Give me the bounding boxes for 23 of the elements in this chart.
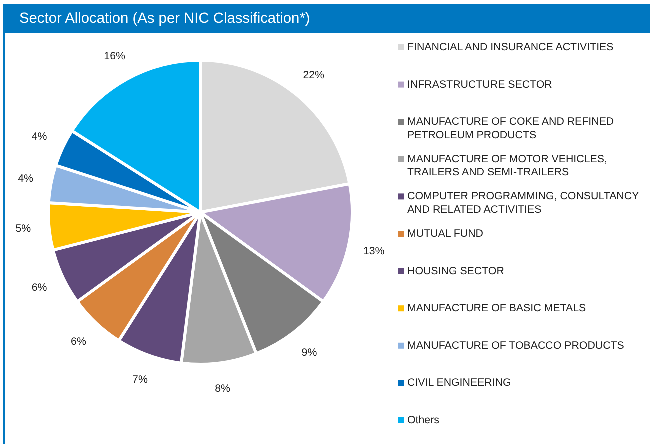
data-label: 4% [18, 173, 34, 186]
data-label: 16% [104, 50, 126, 63]
legend-label: Others [408, 414, 440, 426]
legend-label: MUTUAL FUND [408, 228, 484, 240]
legend-label: MANUFACTURE OF BASIC METALS [408, 302, 586, 315]
data-label: 6% [71, 336, 87, 348]
legend-label: FINANCIAL AND INSURANCE ACTIVITIES [408, 42, 614, 54]
legend-label: MANUFACTURE OF TOBACCO PRODUCTS [408, 340, 624, 352]
data-label: 4% [32, 130, 48, 143]
legend-label: MANUFACTURE OF MOTOR VEHICLES, TRAILERS AND SEMI-TRAILERS [408, 153, 608, 179]
legend-label: HOUSING SECTOR [408, 265, 505, 278]
data-label: 6% [32, 282, 48, 294]
data-label: 22% [303, 69, 326, 82]
legend-label: MANUFACTURE OF COKE AND REFINED PETROLEUM PRODUCTS [408, 116, 614, 142]
data-label: 13% [363, 245, 386, 258]
chart-title: Sector Allocation (As per NIC Classification*) [20, 11, 310, 27]
data-label: 8% [215, 382, 232, 395]
data-label: 7% [132, 374, 148, 386]
legend-label: INFRASTRUCTURE SECTOR [408, 78, 553, 91]
legend-label: COMPUTER PROGRAMMING, CONSULTANCY AND RELATED ACTIVITIES [408, 190, 640, 216]
legend-label: CIVIL ENGINEERING [408, 377, 512, 390]
data-label: 5% [16, 223, 32, 236]
data-label: 9% [302, 347, 318, 360]
